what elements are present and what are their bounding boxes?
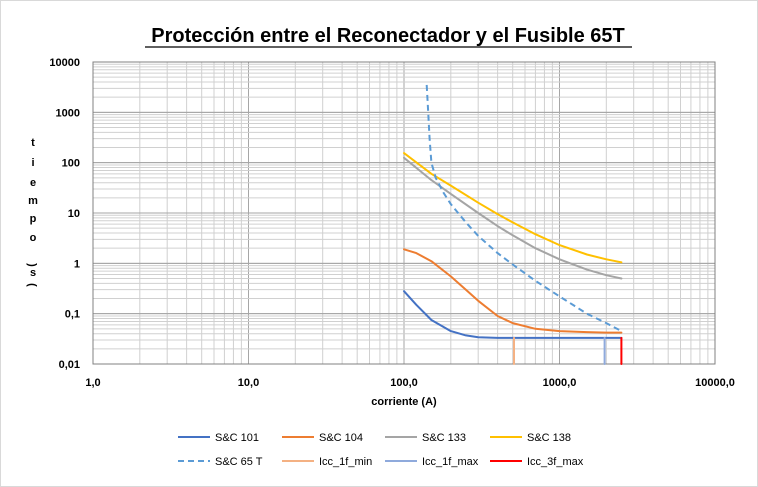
- x-tick-label: 100,0: [390, 377, 418, 389]
- x-tick-label: 10000,0: [695, 377, 735, 389]
- series-line-4: [425, 84, 622, 332]
- grid: [92, 61, 716, 365]
- legend: S&C 101 S&C 104 S&C 133 S&C 138 S&C 65 T Icc_…: [178, 432, 584, 468]
- y-tick-label: 10: [68, 208, 80, 220]
- y-tick-label: 100: [62, 158, 80, 170]
- y-label-char: e: [30, 177, 36, 189]
- legend-label: Icc_1f_max: [422, 456, 479, 468]
- legend-label: S&C 104: [319, 432, 363, 444]
- y-tick-label: 10000: [49, 57, 80, 69]
- y-tick-label: 1000: [56, 107, 80, 119]
- series-layer: [403, 84, 623, 365]
- x-tick-labels: 1,0 10,0 100,0 1000,0 10000,0: [85, 377, 735, 389]
- x-tick-label: 1000,0: [543, 377, 577, 389]
- x-tick-label: 10,0: [238, 377, 259, 389]
- y-label-char: p: [30, 213, 37, 225]
- series-line-0: [403, 290, 623, 339]
- legend-label: Icc_3f_max: [527, 456, 584, 468]
- y-label-char: t: [31, 137, 35, 149]
- y-label-char: s: [30, 267, 36, 279]
- x-tick-label: 1,0: [85, 377, 100, 389]
- y-tick-label: 0,1: [65, 309, 80, 321]
- legend-label: S&C 101: [215, 432, 259, 444]
- legend-label: S&C 65 T: [215, 456, 263, 468]
- y-label-char: m: [28, 195, 38, 207]
- plot-area: [92, 61, 716, 365]
- legend-label: S&C 133: [422, 432, 466, 444]
- y-label-char: i: [31, 157, 34, 169]
- series-line-1: [403, 248, 623, 334]
- series-line-2: [403, 156, 623, 280]
- legend-label: S&C 138: [527, 432, 571, 444]
- legend-label: Icc_1f_min: [319, 456, 372, 468]
- series-line-3: [403, 152, 623, 264]
- y-label-char: o: [30, 232, 37, 244]
- x-axis-label: corriente (A): [371, 396, 437, 408]
- chart-title: Protección entre el Reconectador y el Fu…: [151, 25, 625, 47]
- y-tick-labels: 0,01 0,1 1 10 100 1000 10000: [49, 57, 80, 371]
- y-tick-label: 0,01: [59, 359, 80, 371]
- y-label-char: (: [26, 283, 38, 287]
- y-tick-label: 1: [74, 258, 80, 270]
- y-label-char: ): [26, 263, 38, 267]
